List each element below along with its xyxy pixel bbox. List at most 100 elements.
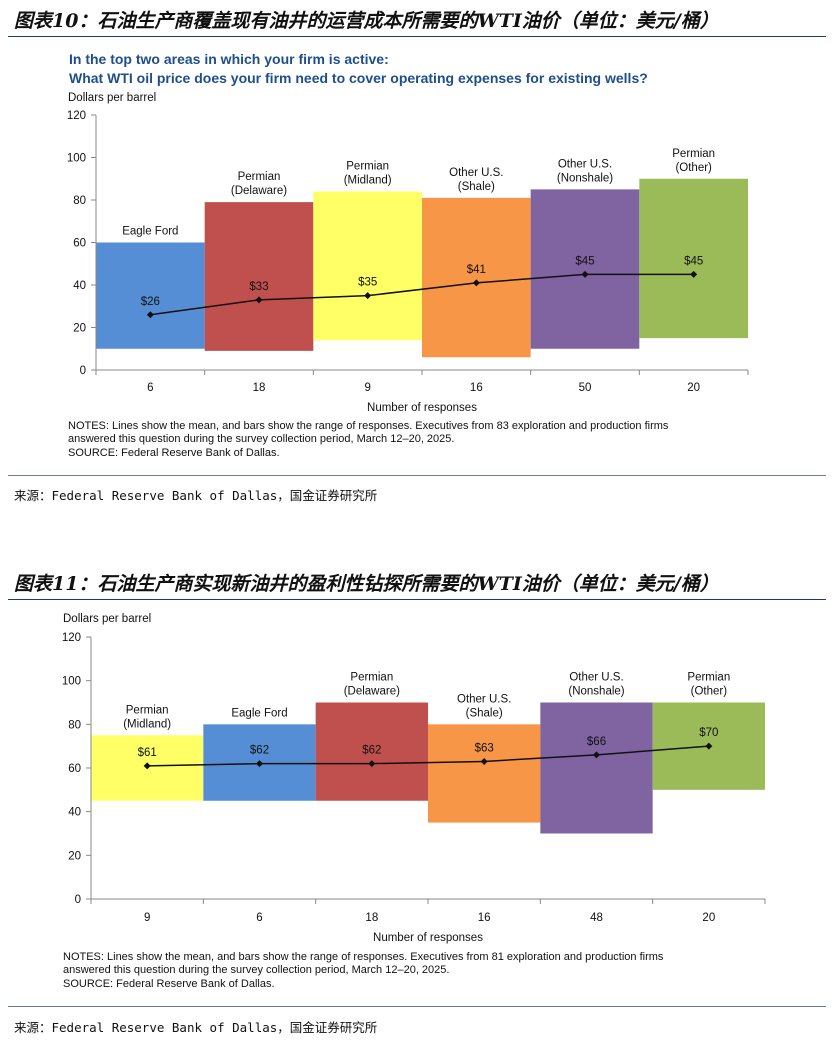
mean-data-label: $33	[249, 281, 268, 293]
mean-data-label: $66	[587, 736, 606, 748]
mean-point	[472, 279, 480, 287]
mean-point	[364, 292, 372, 300]
mean-data-label: $41	[467, 264, 486, 276]
mean-point	[480, 757, 488, 765]
chart-note-line: NOTES: Lines show the mean, and bars sho…	[68, 420, 669, 432]
mean-data-label: $61	[138, 747, 157, 759]
category-label: (Shale)	[458, 181, 495, 193]
source-rule-10	[8, 475, 826, 476]
mean-point	[581, 270, 589, 278]
range-bar	[96, 242, 205, 349]
category-label: (Other)	[691, 686, 728, 698]
chart-note-line: answered this question during the survey…	[63, 964, 449, 976]
mean-data-label: $45	[684, 255, 703, 267]
y-tick-label: 20	[68, 850, 81, 862]
category-label: Permian	[687, 672, 730, 684]
chart-note-line: NOTES: Lines show the mean, and bars sho…	[63, 951, 664, 963]
source-line-10: 来源：Federal Reserve Bank of Dallas，国金证券研究…	[14, 488, 378, 503]
x-tick-label: 20	[702, 912, 715, 924]
category-label: (Midland)	[344, 175, 392, 187]
category-label: Other U.S.	[569, 672, 623, 684]
x-tick-label: 18	[253, 382, 266, 394]
figure-title-11: 图表11：石油生产商实现新油井的盈利性钻探所需要的WTI油价（单位：美元/桶）	[14, 573, 719, 595]
x-tick-label: 16	[478, 912, 491, 924]
mean-line	[147, 745, 709, 767]
source-line-11: 来源：Federal Reserve Bank of Dallas，国金证券研究…	[14, 1020, 378, 1035]
chart-breakeven-new-wells: Dollars per barrel 0 20 40 60 80 100 120 Permian…	[62, 613, 766, 990]
x-axis-label: Number of responses	[373, 932, 483, 944]
mean-point	[368, 760, 376, 768]
y-tick-label: 100	[67, 153, 86, 165]
chart-title-line: What WTI oil price does your firm need t…	[69, 70, 648, 86]
mean-point	[705, 742, 713, 750]
mean-data-label: $45	[575, 255, 594, 267]
category-label: (Midland)	[123, 718, 171, 730]
category-label: Other U.S.	[558, 158, 612, 170]
range-bar	[639, 178, 748, 339]
category-label: (Shale)	[466, 707, 503, 719]
mean-point	[256, 760, 263, 768]
mean-data-label: $70	[699, 727, 718, 739]
range-bar	[540, 702, 653, 834]
x-tick-label: 6	[256, 912, 262, 924]
mean-data-label: $35	[358, 277, 377, 289]
x-tick-label: 16	[470, 382, 483, 394]
category-label: Permian	[350, 672, 393, 684]
y-tick-label: 40	[73, 280, 86, 292]
x-tick-label: 48	[590, 912, 603, 924]
y-tick-label: 120	[62, 632, 81, 644]
y-tick-label: 80	[73, 195, 86, 207]
category-label: (Nonshale)	[557, 172, 613, 184]
y-tick-label: 60	[68, 763, 81, 775]
range-bar	[530, 189, 640, 349]
x-tick-label: 20	[687, 382, 700, 394]
range-bar	[428, 724, 541, 823]
category-label: Permian	[238, 171, 281, 183]
mean-point	[690, 270, 698, 278]
x-axis-label: Number of responses	[367, 402, 477, 414]
x-tick-label: 18	[365, 912, 378, 924]
category-label: (Delaware)	[344, 686, 400, 698]
range-bar	[315, 702, 428, 801]
y-tick-label: 80	[68, 719, 81, 731]
category-label: Eagle Ford	[231, 707, 287, 719]
x-tick-label: 9	[144, 912, 150, 924]
mean-data-label: $62	[250, 745, 269, 757]
chart-note-line: SOURCE: Federal Reserve Bank of Dallas.	[63, 978, 275, 990]
y-tick-label: 60	[73, 238, 86, 250]
mean-data-label: $63	[475, 742, 494, 754]
x-tick-label: 6	[147, 382, 153, 394]
mean-data-label: $26	[141, 296, 160, 308]
range-bar	[204, 202, 314, 351]
figure-title-10: 图表10：石油生产商覆盖现有油井的运营成本所需要的WTI油价（单位：美元/桶）	[14, 10, 719, 32]
y-tick-label: 40	[68, 807, 81, 819]
title-rule-11	[8, 599, 826, 600]
source-rule-11	[8, 1006, 826, 1007]
y-tick-label: 100	[62, 676, 81, 688]
y-tick-label: 0	[75, 894, 81, 906]
range-bar	[313, 191, 422, 341]
category-label: (Delaware)	[231, 185, 287, 197]
category-label: Permian	[126, 704, 169, 716]
title-rule-10	[8, 36, 826, 37]
x-tick-label: 9	[364, 382, 370, 394]
chart-note-line: answered this question during the survey…	[68, 433, 454, 445]
category-label: Eagle Ford	[122, 226, 178, 238]
y-tick-label: 20	[73, 323, 86, 335]
range-bar	[422, 197, 531, 358]
mean-data-label: $62	[362, 745, 381, 757]
category-label: (Nonshale)	[568, 686, 624, 698]
x-tick-label: 50	[579, 382, 592, 394]
category-label: (Other)	[675, 162, 712, 174]
category-label: Permian	[672, 148, 715, 160]
chart-title-line: In the top two areas in which your firm …	[69, 51, 389, 67]
y-tick-label: 0	[80, 365, 86, 377]
mean-point	[146, 311, 154, 319]
mean-point	[143, 762, 151, 770]
y-axis-label: Dollars per barrel	[68, 92, 156, 104]
chart-note-line: SOURCE: Federal Reserve Bank of Dallas.	[68, 447, 280, 459]
mean-point	[255, 296, 263, 304]
category-label: Other U.S.	[457, 693, 511, 705]
y-axis-label: Dollars per barrel	[63, 613, 151, 625]
mean-line	[150, 273, 694, 316]
